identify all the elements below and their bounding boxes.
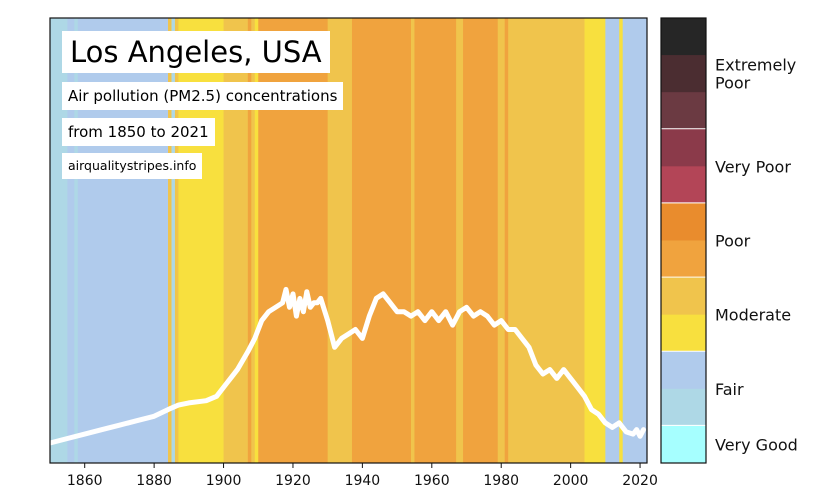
legend-label: Fair — [715, 380, 744, 399]
legend-swatch — [661, 425, 706, 464]
legend-swatch — [661, 314, 706, 353]
line-layer — [47, 286, 646, 446]
legend-swatch — [661, 129, 706, 167]
stripe-1857 — [74, 18, 79, 463]
x-tick-label: 1880 — [136, 473, 172, 489]
legend-label: Extremely — [715, 56, 796, 75]
legend-label: Poor — [715, 74, 751, 93]
stripe-1909 — [254, 18, 259, 463]
stripe-1908 — [251, 18, 256, 463]
stripe-1967 — [456, 18, 464, 463]
concentration-line — [47, 286, 646, 446]
stripe-2015 — [622, 18, 648, 463]
legend-label: Very Poor — [715, 157, 791, 176]
legend-frame — [660, 17, 707, 464]
x-tick-label: 1920 — [275, 473, 311, 489]
stripe-2010 — [605, 18, 620, 463]
x-tick-label: 1900 — [206, 473, 242, 489]
stripe-1954 — [410, 18, 415, 463]
x-tick-label: 1860 — [67, 473, 103, 489]
legend-swatch — [661, 92, 706, 130]
stripe-1979 — [497, 18, 506, 463]
x-tick-label: 1960 — [414, 473, 450, 489]
plot-frame — [49, 17, 648, 464]
legend-label: Very Good — [715, 435, 798, 454]
stripe-1969 — [463, 18, 499, 463]
chart-subtitle: Air pollution (PM2.5) concentrations — [62, 82, 344, 110]
stripe-2004 — [584, 18, 606, 463]
legend-swatch — [661, 351, 706, 390]
x-tick-label: 1980 — [483, 473, 519, 489]
legend-swatch — [661, 203, 706, 241]
stripe-1907 — [247, 18, 252, 463]
legend-label: Poor — [715, 232, 751, 251]
legend-swatch — [661, 277, 706, 316]
stripe-1886 — [174, 18, 179, 463]
legend-swatch — [661, 240, 706, 279]
x-axis: 1860 1880 1900 1920 1940 1960 1980 2000 2020 — [67, 463, 658, 489]
stripe-2014 — [619, 18, 624, 463]
legend-swatch — [661, 55, 706, 93]
source-label: airqualitystripes.info — [62, 153, 203, 179]
stripe-1884 — [168, 18, 172, 463]
stripe-1885 — [171, 18, 176, 463]
stripe-1982 — [508, 18, 585, 463]
x-tick-label: 1940 — [345, 473, 381, 489]
stripe-1855 — [67, 18, 75, 463]
stripe-1955 — [414, 18, 457, 463]
stripe-1937 — [351, 18, 412, 463]
chart-title: Los Angeles, USA — [62, 31, 330, 73]
legend-label: Moderate — [715, 306, 791, 325]
legend-swatch — [661, 388, 706, 427]
x-tick-label: 2000 — [553, 473, 589, 489]
legend-swatch — [661, 18, 706, 56]
legend-swatch — [661, 166, 706, 204]
stripe-1981 — [504, 18, 509, 463]
date-range-label: from 1850 to 2021 — [62, 118, 215, 146]
x-tick-label: 2020 — [622, 473, 658, 489]
